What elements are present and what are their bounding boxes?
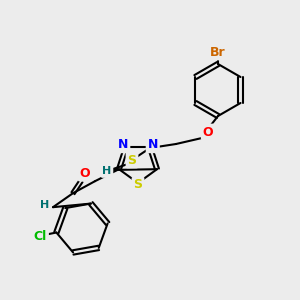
Text: S: S — [128, 154, 136, 166]
Text: H: H — [40, 200, 50, 210]
Text: O: O — [80, 167, 90, 180]
Text: S: S — [134, 178, 142, 191]
Text: N: N — [148, 138, 158, 151]
Text: Br: Br — [210, 46, 226, 59]
Text: H: H — [102, 166, 112, 176]
Text: N: N — [118, 138, 128, 151]
Text: O: O — [203, 125, 213, 139]
Text: Cl: Cl — [34, 230, 47, 243]
